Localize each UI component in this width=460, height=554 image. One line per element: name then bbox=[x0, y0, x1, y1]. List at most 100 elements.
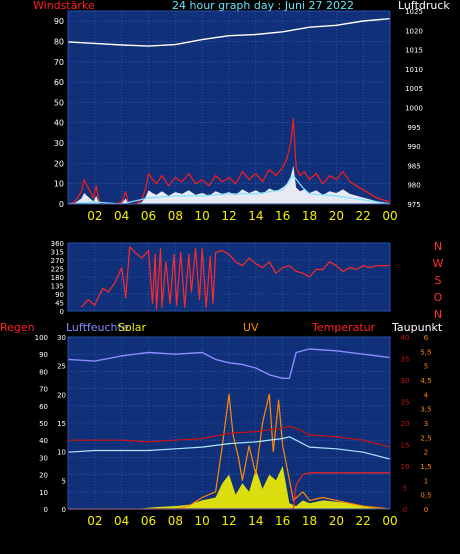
pressure-tick-label: 975 bbox=[407, 201, 420, 209]
wind-pressure-time-label: 14 bbox=[248, 209, 263, 223]
rain-tick-label: 40 bbox=[39, 437, 48, 445]
wind-tick-label: 80 bbox=[54, 37, 64, 46]
rain-tick-label: 70 bbox=[39, 386, 48, 394]
compass-tick-label: O bbox=[434, 291, 443, 304]
rain-tick-label: 0 bbox=[44, 506, 48, 514]
wind-pressure-time-label: 08 bbox=[168, 209, 183, 223]
direction-tick-label: 360 bbox=[51, 240, 64, 248]
uv-tick-label: 1 bbox=[424, 477, 428, 485]
humidity-tick-label: 15 bbox=[57, 420, 66, 428]
temperature-tick-label: 10 bbox=[401, 463, 410, 471]
wind-tick-label: 90 bbox=[54, 17, 64, 26]
uv-tick-label: 1,5 bbox=[420, 463, 431, 471]
pressure-tick-label: 1025 bbox=[405, 8, 423, 16]
temperature-tick-label: 0 bbox=[403, 506, 407, 514]
climate-time-label: 08 bbox=[168, 514, 183, 528]
pressure-axis-label: Luftdruck bbox=[398, 0, 450, 12]
uv-tick-label: 5,5 bbox=[420, 348, 431, 356]
compass-tick-label: W bbox=[433, 257, 444, 270]
climate-time-label: 14 bbox=[248, 514, 263, 528]
wind-pressure-time-label: 18 bbox=[302, 209, 317, 223]
rain-line bbox=[68, 472, 390, 510]
direction-tick-label: 180 bbox=[51, 274, 64, 282]
wind-tick-label: 20 bbox=[54, 159, 64, 168]
temperature-tick-label: 20 bbox=[401, 420, 410, 428]
uv-tick-label: 0,5 bbox=[420, 492, 431, 500]
rain-tick-label: 90 bbox=[39, 351, 48, 359]
direction-tick-label: 0 bbox=[60, 308, 64, 316]
wind-tick-label: 0 bbox=[59, 200, 64, 209]
wind-tick-label: 50 bbox=[54, 98, 64, 107]
wind-tick-label: 10 bbox=[54, 180, 64, 189]
climate-time-label: 18 bbox=[302, 514, 317, 528]
wind-pressure-time-label: 10 bbox=[195, 209, 210, 223]
wind-axis-label: Windstärke bbox=[33, 0, 95, 12]
climate-time-label: 22 bbox=[356, 514, 371, 528]
wind-pressure-time-label: 00 bbox=[382, 209, 397, 223]
climate-time-label: 06 bbox=[141, 514, 156, 528]
wind-pressure-time-label: 16 bbox=[275, 209, 290, 223]
temperature-tick-label: 25 bbox=[401, 399, 410, 407]
direction-tick-label: 90 bbox=[55, 291, 64, 299]
humidity-tick-label: 20 bbox=[57, 391, 66, 399]
uv-line bbox=[68, 393, 391, 510]
uv-tick-label: 4,5 bbox=[420, 377, 431, 385]
uv-tick-label: 6 bbox=[424, 334, 429, 342]
humidity-axis-label: Luftfeuchte bbox=[66, 321, 129, 334]
wind-tick-label: 40 bbox=[54, 119, 64, 128]
rain-axis-label: Regen bbox=[0, 321, 35, 334]
humidity-line bbox=[67, 348, 391, 379]
uv-tick-label: 4 bbox=[424, 391, 429, 399]
pressure-line bbox=[67, 18, 391, 47]
direction-tick-label: 45 bbox=[55, 300, 64, 308]
pressure-tick-label: 980 bbox=[407, 182, 420, 190]
wind-pressure-time-label: 22 bbox=[356, 209, 371, 223]
uv-tick-label: 2 bbox=[424, 449, 428, 457]
panel-border bbox=[67, 336, 391, 510]
dewpoint-line bbox=[67, 436, 391, 460]
temperature-tick-label: 35 bbox=[401, 356, 410, 364]
compass-tick-label: N bbox=[434, 240, 442, 253]
temperature-line bbox=[68, 425, 391, 448]
climate-time-label: 04 bbox=[114, 514, 129, 528]
temperature-tick-label: 40 bbox=[401, 334, 410, 342]
pressure-tick-label: 990 bbox=[407, 143, 420, 151]
wind-pressure-time-label: 02 bbox=[87, 209, 102, 223]
pressure-tick-label: 1015 bbox=[405, 47, 423, 55]
rain-tick-label: 50 bbox=[39, 420, 48, 428]
rain-tick-label: 60 bbox=[39, 403, 48, 411]
pressure-tick-label: 1020 bbox=[405, 27, 423, 35]
wind-tick-label: 30 bbox=[54, 139, 64, 148]
dewpoint-axis-label: Taupunkt bbox=[392, 321, 443, 334]
direction-tick-label: 135 bbox=[51, 283, 64, 291]
climate-time-label: 10 bbox=[195, 514, 210, 528]
wind-average-line bbox=[67, 175, 391, 205]
humidity-tick-label: 5 bbox=[62, 477, 66, 485]
rain-tick-label: 20 bbox=[39, 472, 48, 480]
solar-area bbox=[68, 466, 390, 509]
rain-tick-label: 10 bbox=[39, 489, 48, 497]
pressure-tick-label: 1010 bbox=[405, 66, 423, 74]
direction-tick-label: 225 bbox=[51, 266, 64, 274]
pressure-tick-label: 1005 bbox=[405, 85, 423, 93]
uv-tick-label: 0 bbox=[424, 506, 428, 514]
tick-layer: 0102030405060708090975980985990995100010… bbox=[35, 8, 444, 528]
wind-pressure-time-label: 20 bbox=[329, 209, 344, 223]
uv-tick-label: 3 bbox=[424, 420, 428, 428]
chart-title: 24 hour graph day : Juni 27 2022 bbox=[172, 0, 355, 12]
pressure-tick-label: 1000 bbox=[405, 105, 423, 113]
uv-tick-label: 2,5 bbox=[420, 434, 431, 442]
rain-tick-label: 30 bbox=[39, 454, 48, 462]
climate-time-label: 00 bbox=[382, 514, 397, 528]
climate-time-label: 02 bbox=[87, 514, 102, 528]
humidity-tick-label: 0 bbox=[62, 506, 66, 514]
panel-border bbox=[67, 242, 391, 312]
compass-tick-label: N bbox=[434, 308, 442, 321]
rain-tick-label: 80 bbox=[39, 368, 48, 376]
humidity-tick-label: 25 bbox=[57, 363, 66, 371]
temperature-tick-label: 30 bbox=[401, 377, 410, 385]
climate-time-label: 12 bbox=[221, 514, 236, 528]
uv-tick-label: 3,5 bbox=[420, 406, 431, 414]
